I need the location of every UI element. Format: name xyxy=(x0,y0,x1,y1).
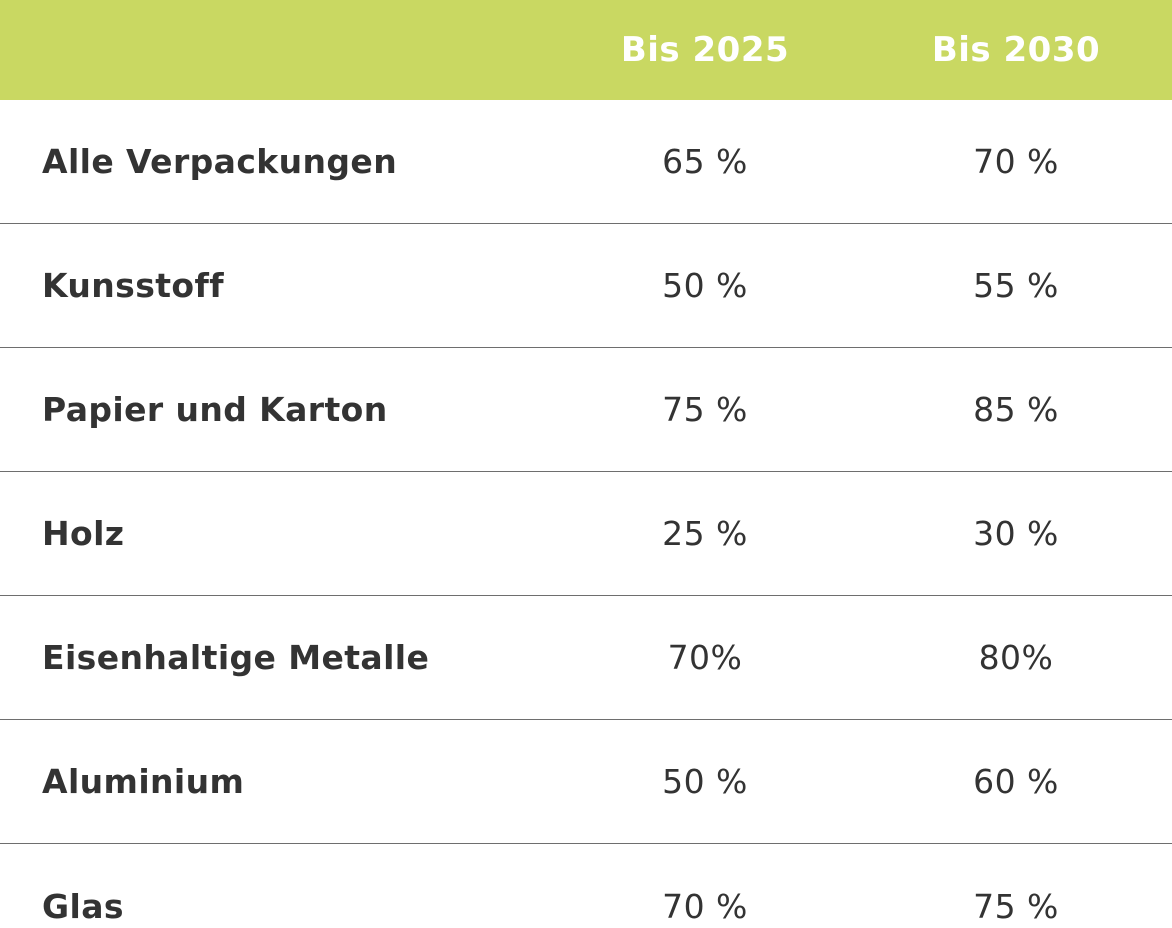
row-label: Papier und Karton xyxy=(42,390,388,429)
row-label: Kunsstoff xyxy=(42,266,225,305)
table-row: Papier und Karton 75 % 85 % xyxy=(0,348,1172,472)
row-label: Eisenhaltige Metalle xyxy=(42,638,430,677)
table-row: Aluminium 50 % 60 % xyxy=(0,720,1172,844)
value-2025: 70% xyxy=(667,638,743,677)
value-2030: 80% xyxy=(978,638,1054,677)
value-2025: 50 % xyxy=(662,762,748,801)
value-2030: 55 % xyxy=(973,266,1059,305)
row-label: Glas xyxy=(42,886,124,926)
row-label: Alle Verpackungen xyxy=(42,142,398,181)
value-2025: 50 % xyxy=(662,266,748,305)
value-2025: 70 % xyxy=(662,886,748,926)
row-label: Holz xyxy=(42,514,125,553)
row-label: Aluminium xyxy=(42,762,245,801)
header-bis-2025: Bis 2025 xyxy=(620,30,790,70)
value-2030: 60 % xyxy=(973,762,1059,801)
table-row: Alle Verpackungen 65 % 70 % xyxy=(0,100,1172,224)
value-2030: 75 % xyxy=(973,886,1059,926)
table-row: Glas 70 % 75 % xyxy=(0,844,1172,928)
table-header-row: Bis 2025 Bis 2030 xyxy=(0,0,1172,100)
value-2025: 75 % xyxy=(662,390,748,429)
table-row: Holz 25 % 30 % xyxy=(0,472,1172,596)
value-2030: 30 % xyxy=(973,514,1059,553)
value-2030: 70 % xyxy=(973,142,1059,181)
table-row: Kunsstoff 50 % 55 % xyxy=(0,224,1172,348)
value-2025: 25 % xyxy=(662,514,748,553)
value-2030: 85 % xyxy=(973,390,1059,429)
value-2025: 65 % xyxy=(662,142,748,181)
header-bis-2030: Bis 2030 xyxy=(931,30,1101,70)
table-row: Eisenhaltige Metalle 70% 80% xyxy=(0,596,1172,720)
